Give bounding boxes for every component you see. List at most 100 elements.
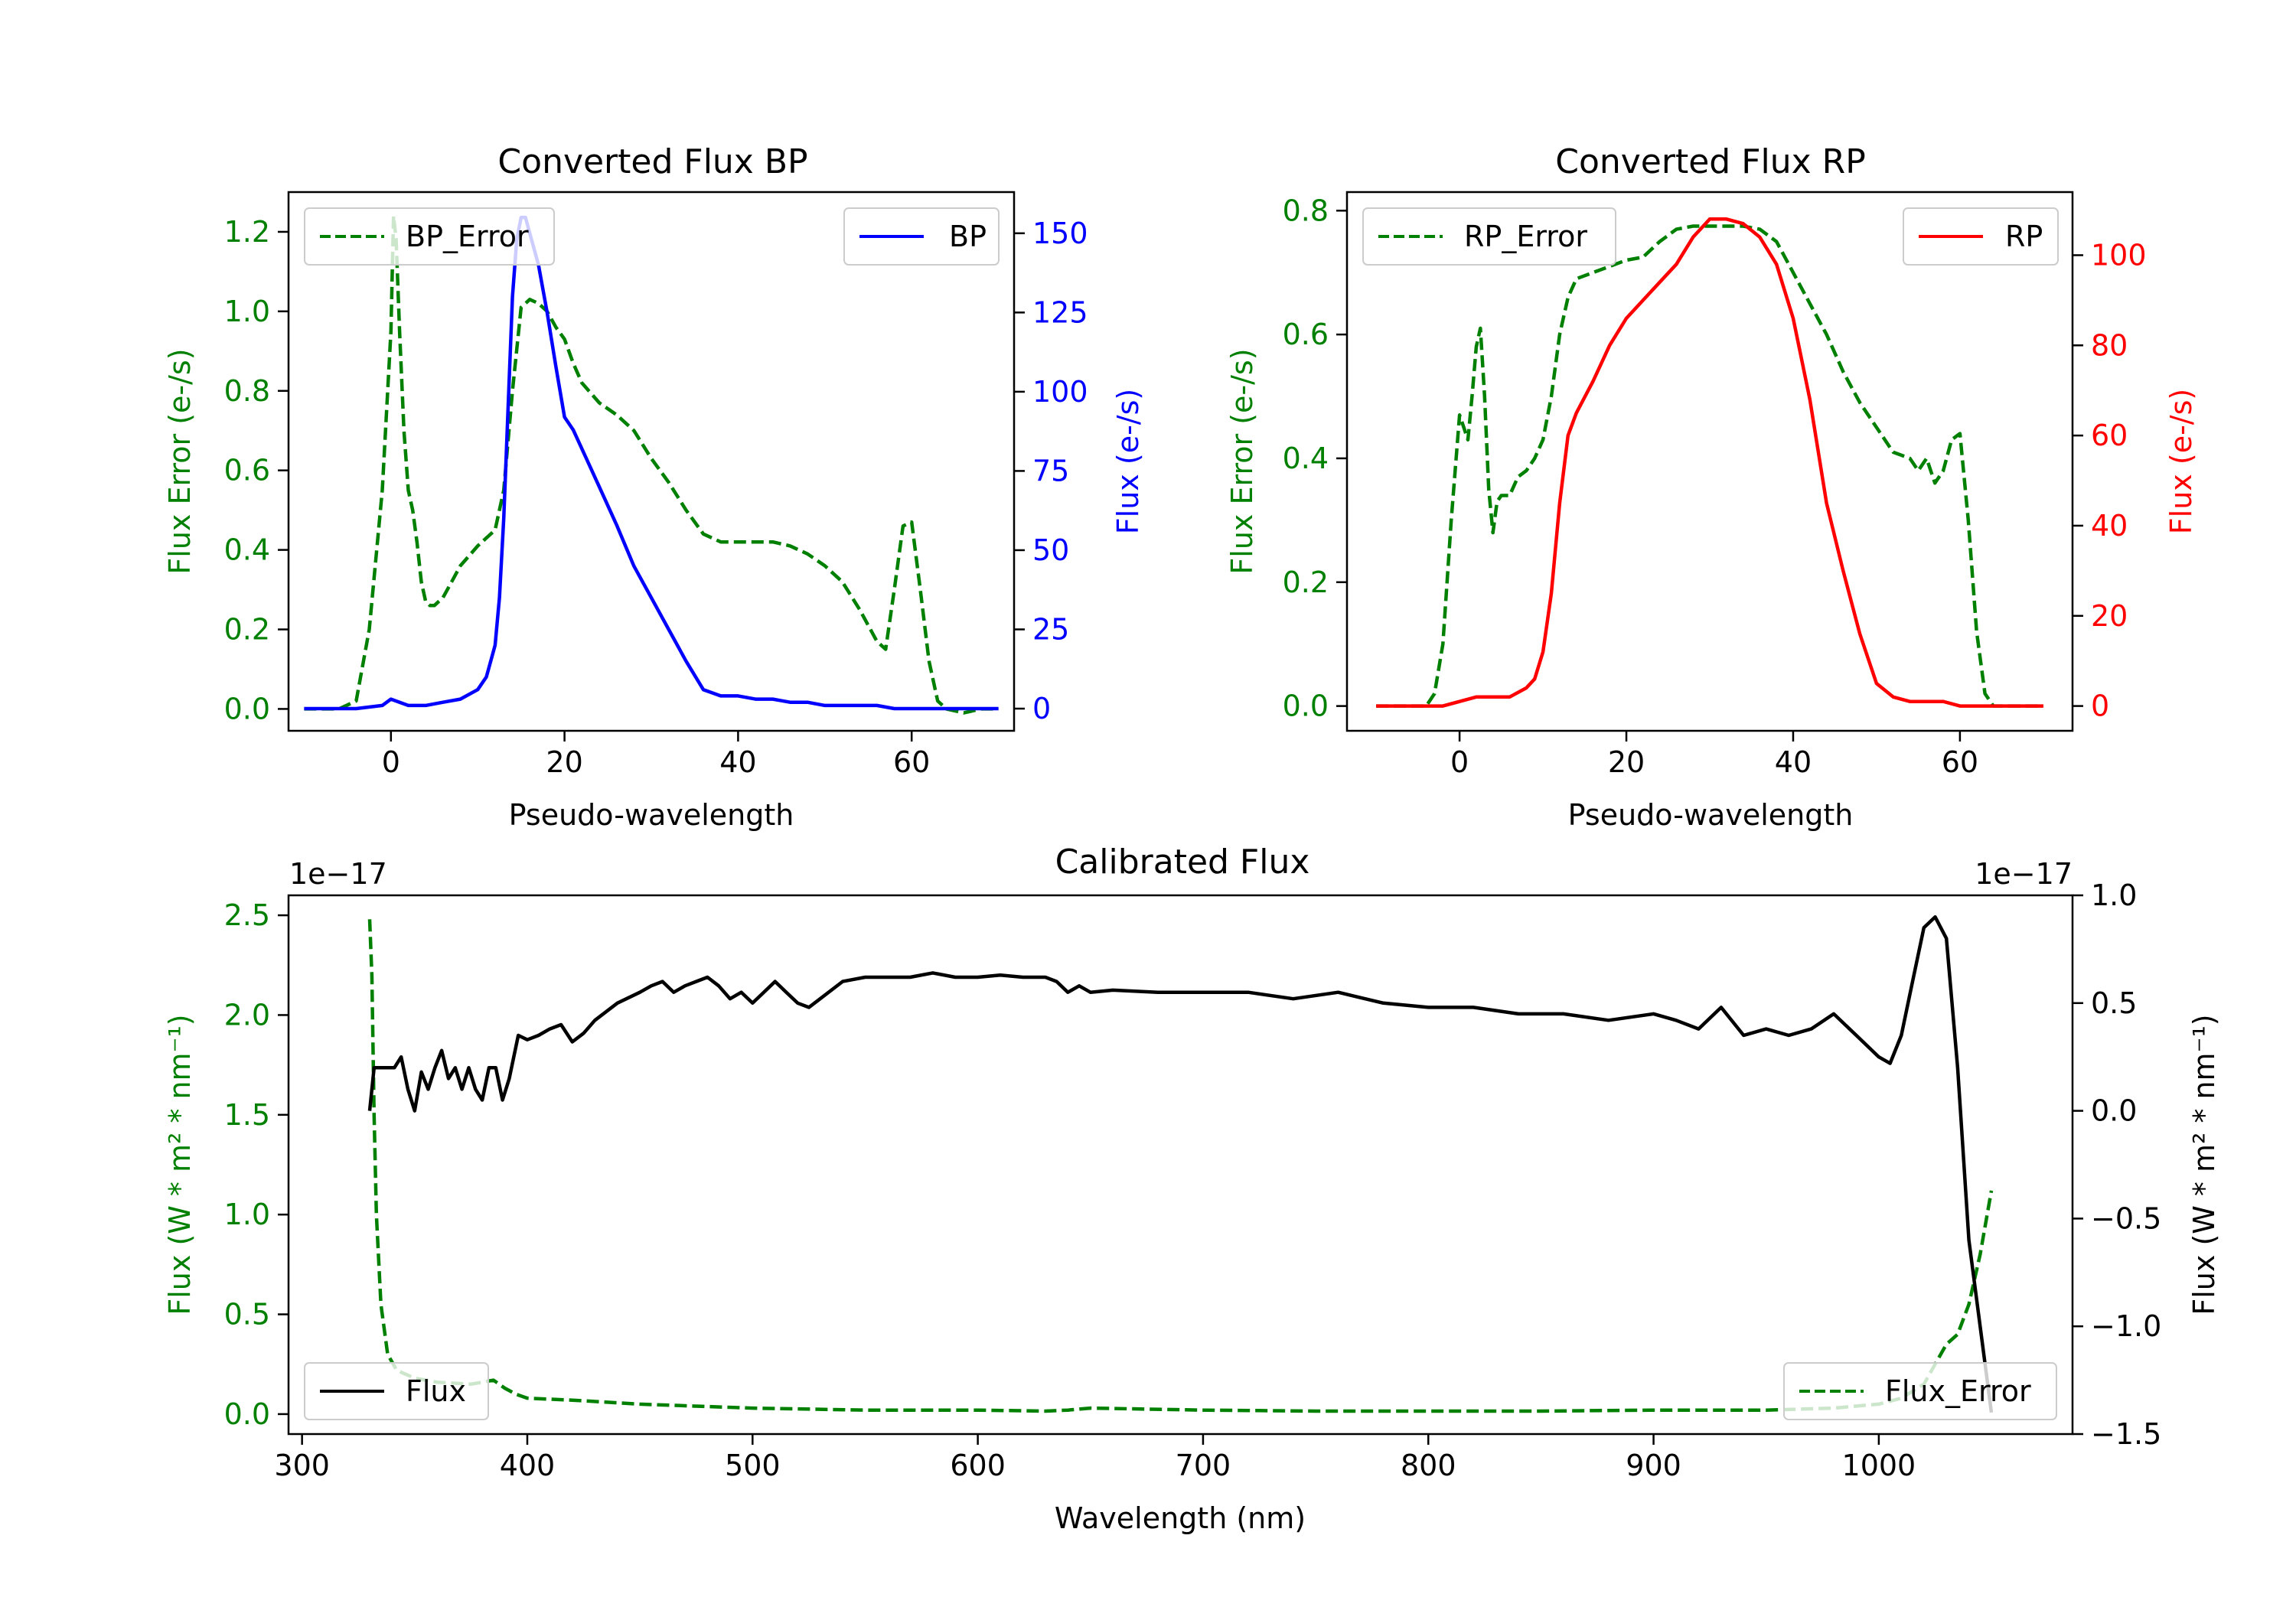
panel-title: Converted Flux BP (497, 142, 807, 181)
series-line-rp-error (1376, 224, 2043, 708)
y-left-tick-label: 1.0 (224, 295, 270, 328)
x-tick-label: 400 (500, 1449, 556, 1482)
legend-label: Flux_Error (1885, 1374, 2031, 1408)
legend-label: RP_Error (1464, 220, 1587, 253)
y-right-axis-label: Flux (W * m² * nm⁻¹) (2187, 1014, 2221, 1315)
y-right-ticks: 0 20 40 60 80 100 (2073, 238, 2147, 723)
y-left-tick-label: 0.2 (1283, 566, 1329, 599)
legend-label: BP_Error (406, 220, 529, 253)
legend-left[interactable]: BP_Error (304, 207, 555, 266)
y-left-tick-label: 0.4 (224, 533, 270, 567)
y-left-tick-label: 0.0 (224, 692, 270, 725)
y-left-tick-label: 2.5 (224, 898, 270, 932)
legend-right[interactable]: RP (1903, 207, 2059, 266)
y-left-axis-label: Flux (W * m² * nm⁻¹) (163, 1014, 197, 1315)
x-tick-label: 800 (1401, 1449, 1456, 1482)
panel-title: Calibrated Flux (1055, 843, 1310, 882)
series-line-bp (304, 215, 999, 711)
y-right-tick-label: 40 (2091, 509, 2128, 543)
y-left-tick-label: 1.2 (224, 215, 270, 249)
panel-bp: Converted Flux BP 0 20 40 60 0.00.20.40.60.… (163, 142, 1145, 832)
y-left-tick-label: 0.5 (224, 1298, 270, 1332)
legend-label: RP (2005, 220, 2043, 253)
x-tick-label: 900 (1626, 1449, 1681, 1482)
y-right-axis-label: Flux (e-/s) (1111, 389, 1145, 534)
offset-text-right: 1e−17 (1975, 857, 2073, 891)
x-tick-label: 60 (893, 745, 930, 779)
series-area (1376, 217, 2043, 708)
y-right-ticks: −1.5 −1.0 −0.5 0.0 0.5 1.0 (2073, 878, 2161, 1451)
x-tick-label: 300 (274, 1449, 330, 1482)
series-line-flux (367, 914, 1994, 1413)
y-right-tick-label: −0.5 (2091, 1201, 2161, 1235)
x-tick-label: 0 (382, 745, 400, 779)
x-tick-label: 20 (1608, 745, 1645, 779)
legend-left[interactable]: RP_Error (1362, 207, 1616, 266)
axes-frame (287, 894, 2074, 1436)
x-ticks: 0 20 40 60 (1450, 731, 1978, 779)
x-tick-label: 1000 (1842, 1449, 1916, 1482)
series-area (304, 214, 999, 715)
y-left-tick-label: 0.6 (1283, 318, 1329, 351)
y-right-tick-label: 100 (2091, 238, 2147, 272)
y-right-tick-label: 75 (1032, 454, 1069, 487)
y-right-tick-label: 150 (1032, 217, 1088, 250)
x-tick-label: 700 (1176, 1449, 1231, 1482)
y-right-axis-label: Flux (e-/s) (2164, 389, 2198, 534)
legend-right[interactable]: Flux_Error (1783, 1362, 2057, 1420)
legend-box (304, 207, 555, 266)
legend-box (1362, 207, 1616, 266)
y-left-axis-label: Flux Error (e-/s) (1225, 348, 1259, 574)
panel-rp: Converted Flux RP 0 20 40 60 0.00.20.40.60.… (1225, 142, 2198, 832)
y-right-tick-label: 0.0 (2091, 1094, 2137, 1128)
y-left-tick-label: 0.2 (224, 613, 270, 647)
y-right-tick-label: 20 (2091, 599, 2128, 633)
x-tick-label: 40 (1775, 745, 1812, 779)
x-tick-label: 20 (546, 745, 582, 779)
x-tick-label: 60 (1942, 745, 1978, 779)
y-left-ticks: 0.0 0.2 0.4 0.6 0.8 1.0 1.2 (224, 215, 289, 725)
x-ticks: 0 20 40 60 (382, 731, 930, 779)
y-left-tick-label: 0.4 (1283, 442, 1329, 475)
y-right-tick-label: 0 (1032, 692, 1051, 725)
panel-calibrated: Calibrated Flux 1e−17 1e−17 300 400 500 600… (163, 843, 2221, 1535)
y-right-tick-label: 50 (1032, 533, 1069, 567)
x-tick-label: 600 (950, 1449, 1006, 1482)
y-left-tick-label: 0.0 (1283, 689, 1329, 723)
series-line-rp (1376, 217, 2043, 708)
y-left-tick-label: 1.0 (224, 1198, 270, 1231)
legend-right[interactable]: BP (843, 207, 1000, 266)
legend-box (1783, 1362, 2057, 1420)
y-left-tick-label: 2.0 (224, 998, 270, 1032)
y-left-ticks: 0.0 0.2 0.4 0.6 0.8 (1283, 194, 1347, 723)
y-left-tick-label: 0.8 (224, 374, 270, 408)
panel-title: Converted Flux RP (1555, 142, 1866, 181)
y-right-tick-label: 100 (1032, 375, 1088, 409)
y-left-tick-label: 0.8 (1283, 194, 1329, 227)
legend-left[interactable]: Flux (304, 1362, 489, 1420)
x-axis-label: Wavelength (nm) (1055, 1501, 1306, 1535)
legend-label: Flux (406, 1374, 466, 1408)
y-right-tick-label: 0.5 (2091, 986, 2137, 1020)
offset-text-left: 1e−17 (289, 857, 387, 891)
y-right-tick-label: 0 (2091, 689, 2109, 723)
y-left-ticks: 0.0 0.5 1.0 1.5 2.0 2.5 (224, 898, 289, 1431)
legend-label: BP (949, 220, 987, 253)
y-right-tick-label: 60 (2091, 419, 2128, 452)
x-tick-label: 500 (725, 1449, 781, 1482)
y-left-tick-label: 0.0 (224, 1397, 270, 1431)
x-tick-label: 0 (1450, 745, 1469, 779)
x-tick-label: 40 (719, 745, 756, 779)
y-left-tick-label: 1.5 (224, 1098, 270, 1132)
y-right-tick-label: −1.5 (2091, 1417, 2161, 1451)
x-ticks: 300 400 500 600 700 800 900 1000 (274, 1434, 1916, 1482)
y-right-tick-label: −1.0 (2091, 1309, 2161, 1343)
x-axis-label: Pseudo-wavelength (509, 798, 794, 832)
legend-box (304, 1362, 489, 1420)
y-right-tick-label: 125 (1032, 295, 1088, 329)
y-right-tick-label: 1.0 (2091, 878, 2137, 912)
y-right-tick-label: 80 (2091, 328, 2128, 362)
y-right-tick-label: 25 (1032, 612, 1069, 646)
